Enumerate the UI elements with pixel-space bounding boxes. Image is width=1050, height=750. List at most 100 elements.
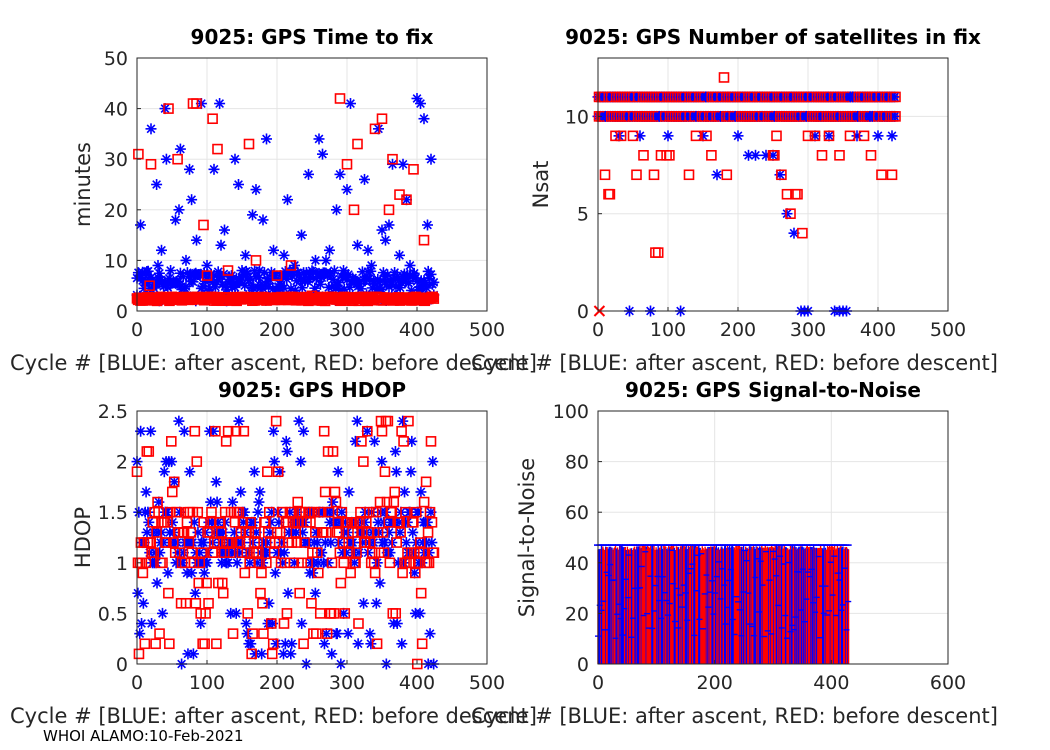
x-tick-label: 300 [329, 672, 365, 694]
data-point-before-descent [400, 506, 411, 518]
chart-panel-1: 0 100 200 300 400 500 0 10 20 30 40 50 9025: GPS Tim… [10, 25, 537, 375]
data-point-after-ascent [342, 628, 354, 640]
data-point-after-ascent [343, 486, 355, 498]
data-point-after-ascent [268, 456, 280, 468]
data-point-before-descent [361, 517, 372, 528]
data-point-before-descent [268, 547, 280, 558]
data-point-before-descent [167, 537, 179, 548]
data-point-after-ascent [313, 133, 325, 145]
data-point-before-descent [311, 628, 322, 639]
data-point-after-ascent [156, 607, 168, 619]
data-point-before-descent [376, 425, 388, 437]
data-point-before-descent [143, 446, 155, 457]
data-point-after-ascent [396, 638, 408, 650]
data-point-before-descent [198, 517, 209, 528]
data-point-before-descent [389, 486, 401, 498]
data-point-after-ascent [215, 239, 227, 251]
data-point-before-descent [338, 557, 350, 569]
data-point-before-descent [188, 557, 200, 569]
data-point-before-descent [261, 557, 272, 569]
data-point-before-descent [133, 148, 144, 160]
data-point-after-ascent [307, 567, 319, 579]
data-point-before-descent [604, 188, 616, 200]
data-point-after-ascent [332, 466, 344, 478]
data-point-after-ascent [427, 456, 439, 468]
y-tick-label: 0 [577, 301, 589, 323]
data-point-before-descent [310, 527, 321, 538]
data-point-before-descent [398, 436, 409, 447]
data-point-after-ascent [404, 259, 416, 271]
data-point-after-ascent [195, 618, 207, 630]
data-point-before-descent [133, 648, 145, 660]
data-point-before-descent [312, 567, 324, 579]
data-point-after-ascent [732, 130, 744, 142]
data-point-before-descent [382, 415, 394, 427]
data-point-before-descent [615, 130, 627, 142]
data-point-before-descent [217, 587, 229, 599]
y-tick-label: 0 [577, 654, 589, 676]
data-point-before-descent [378, 547, 390, 558]
plot-marks [592, 72, 901, 317]
data-point-after-ascent [146, 618, 158, 630]
data-point-after-ascent [366, 259, 377, 271]
data-point-before-descent [243, 138, 255, 150]
x-tick-label: 400 [813, 672, 849, 694]
x-tick-label: 100 [650, 319, 686, 341]
data-point-after-ascent [334, 168, 346, 180]
data-point-before-descent [207, 113, 218, 125]
data-point-after-ascent [247, 209, 258, 221]
data-point-after-ascent [278, 282, 290, 294]
data-point-before-descent [348, 517, 359, 528]
data-point-before-descent [242, 608, 254, 619]
data-point-before-descent [386, 506, 398, 518]
data-point-before-descent [652, 247, 664, 258]
data-point-before-descent [364, 537, 376, 548]
axes-box [597, 410, 949, 665]
data-point-after-ascent [257, 214, 269, 226]
plot-marks [594, 544, 852, 664]
data-point-before-descent [180, 597, 192, 609]
data-point-before-descent [243, 527, 255, 538]
data-point-after-ascent [376, 456, 388, 468]
data-point-before-descent [215, 527, 227, 538]
data-point-before-descent [395, 527, 406, 538]
data-point-before-descent [241, 547, 253, 558]
data-point-before-descent [239, 567, 251, 579]
data-point-before-descent [292, 496, 304, 508]
data-point-before-descent [148, 547, 159, 558]
data-point-before-descent [876, 169, 887, 181]
data-point-before-descent [181, 517, 193, 528]
data-point-before-descent [374, 496, 386, 508]
data-point-after-ascent [205, 496, 217, 508]
data-point-after-ascent [201, 259, 213, 271]
x-axis-label: Cycle # [BLUE: after ascent, RED: before… [471, 704, 998, 728]
data-point-after-ascent [415, 486, 427, 498]
data-point-before-descent [145, 158, 157, 170]
data-point-after-ascent [371, 557, 383, 569]
data-point-before-descent [383, 204, 395, 216]
data-point-before-descent [379, 466, 391, 478]
y-tick-label: 60 [565, 502, 589, 524]
data-point-after-ascent [376, 224, 388, 236]
y-tick-label: 30 [104, 149, 128, 171]
data-point-before-descent [329, 486, 341, 498]
data-point-before-descent [277, 506, 289, 518]
chart-panel-2: 0 100 200 300 400 500 0 5 10 9025: GPS Number of … [471, 25, 998, 375]
data-point-before-descent [610, 130, 621, 142]
data-point-after-ascent [293, 415, 305, 427]
data-point-before-descent [220, 436, 232, 447]
data-point-before-descent [270, 415, 282, 427]
data-point-after-ascent [285, 648, 297, 660]
data-point-before-descent [200, 608, 211, 619]
data-point-before-descent [145, 537, 157, 548]
data-point-before-descent [299, 537, 310, 548]
data-point-after-ascent [384, 547, 396, 559]
data-point-after-ascent [231, 557, 243, 569]
data-point-after-ascent [358, 597, 370, 609]
data-point-before-descent [341, 158, 353, 170]
data-point-before-descent [191, 456, 203, 467]
data-point-after-ascent [286, 638, 298, 650]
data-point-after-ascent [233, 179, 244, 190]
data-point-before-descent [212, 537, 223, 548]
x-tick-label: 500 [930, 319, 966, 341]
